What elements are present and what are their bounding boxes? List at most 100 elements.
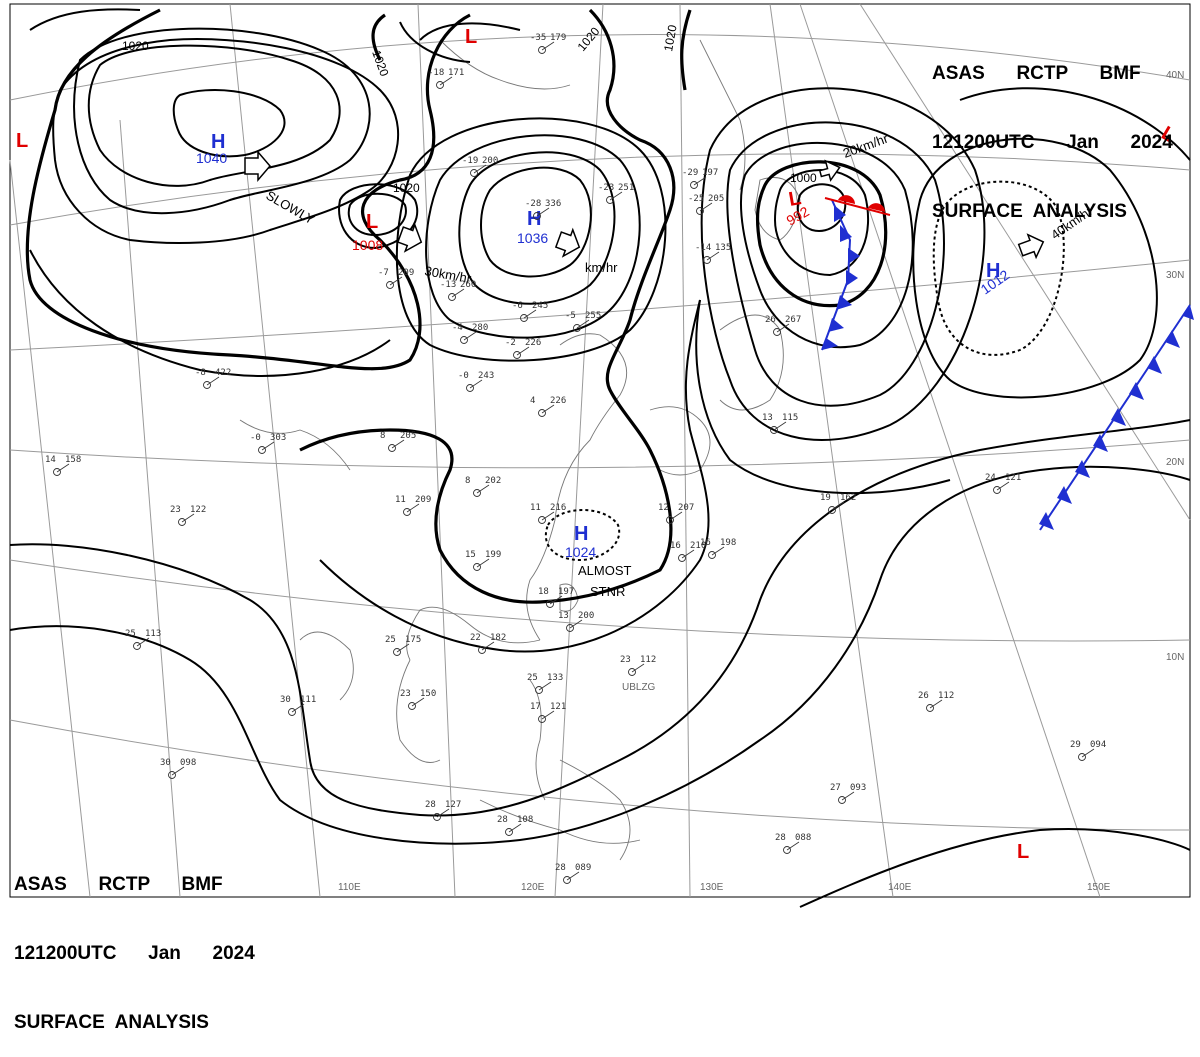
station-plot: -18 171 xyxy=(428,68,464,89)
station-pressure: 198 xyxy=(720,538,736,548)
station-pressure: 093 xyxy=(850,783,866,793)
isobar-label: 1000 xyxy=(790,171,817,185)
station-temperature: -0 xyxy=(458,371,469,381)
wind-barb-icon xyxy=(996,481,1010,491)
station-circle-icon xyxy=(53,468,61,476)
wind-barb-icon xyxy=(436,808,450,818)
wind-barb-icon xyxy=(406,503,420,513)
station-temperature: -28 xyxy=(525,199,541,209)
station-plot: 11 216 xyxy=(530,503,566,524)
station-circle-icon xyxy=(288,708,296,716)
arrow-icon xyxy=(1017,233,1045,260)
station-plot: 23 112 xyxy=(620,655,656,676)
station-plot: 23 150 xyxy=(400,689,436,710)
wind-barb-icon xyxy=(541,41,555,51)
station-circle-icon xyxy=(708,551,716,559)
station-plot: -25 205 xyxy=(688,194,724,215)
station-circle-icon xyxy=(460,336,468,344)
station-plot: 19 162 xyxy=(820,493,856,514)
wind-barb-icon xyxy=(171,766,185,776)
wind-barb-icon xyxy=(389,276,403,286)
station-pressure: 200 xyxy=(482,156,498,166)
station-pressure: 205 xyxy=(400,431,416,441)
station-pressure: 226 xyxy=(525,338,541,348)
station-circle-icon xyxy=(178,518,186,526)
latitude-label: 30N xyxy=(1166,270,1184,281)
station-temperature: 8 xyxy=(465,476,470,486)
station-temperature: 11 xyxy=(530,503,541,513)
station-plot: 14 158 xyxy=(45,455,81,476)
station-temperature: 30 xyxy=(280,695,291,705)
station-circle-icon xyxy=(566,624,574,632)
wind-barb-icon xyxy=(786,841,800,851)
station-pressure: 280 xyxy=(472,323,488,333)
station-plot: 28 108 xyxy=(497,815,533,836)
station-temperature: -2 xyxy=(505,338,516,348)
station-plot: -13 260 xyxy=(440,280,476,301)
station-temperature: 26 xyxy=(765,315,776,325)
station-circle-icon xyxy=(573,324,581,332)
isobar-label: 1020 xyxy=(122,39,149,53)
station-pressure: 216 xyxy=(550,503,566,513)
station-plot: -28 336 xyxy=(525,199,561,220)
isobar-label: 1020 xyxy=(393,181,420,195)
station-plot: -2 226 xyxy=(505,338,541,359)
station-temperature: 27 xyxy=(830,783,841,793)
motion-label: STNR xyxy=(590,584,625,599)
station-temperature: 29 xyxy=(1070,740,1081,750)
station-circle-icon xyxy=(993,486,1001,494)
map-border xyxy=(9,3,1191,898)
station-plot: 30 111 xyxy=(280,695,316,716)
station-pressure: 336 xyxy=(545,199,561,209)
station-pressure: 209 xyxy=(398,268,414,278)
station-temperature: 23 xyxy=(620,655,631,665)
station-circle-icon xyxy=(433,813,441,821)
station-temperature: 24 xyxy=(985,473,996,483)
header-line: 121200UTC Jan 2024 xyxy=(932,132,1173,153)
isobar-1020-north-east xyxy=(680,9,692,91)
wind-barb-icon xyxy=(773,421,787,431)
station-circle-icon xyxy=(386,281,394,289)
wind-barb-icon xyxy=(541,710,555,720)
station-plot: -14 135 xyxy=(695,243,731,264)
wind-barb-icon xyxy=(706,251,720,261)
station-temperature: 22 xyxy=(470,633,481,643)
station-pressure: 207 xyxy=(678,503,694,513)
longitude-label: 150E xyxy=(1087,882,1111,893)
station-circle-icon xyxy=(393,648,401,656)
station-plot: 16 210 xyxy=(670,541,706,562)
station-circle-icon xyxy=(168,771,176,779)
station-circle-icon xyxy=(513,351,521,359)
station-circle-icon xyxy=(770,426,778,434)
station-plot: -7 209 xyxy=(378,268,414,289)
station-circle-icon xyxy=(690,181,698,189)
station-circle-icon xyxy=(926,704,934,712)
station-pressure: 094 xyxy=(1090,740,1106,750)
station-pressure: 113 xyxy=(145,629,161,639)
station-circle-icon xyxy=(678,554,686,562)
wind-barb-icon xyxy=(396,643,410,653)
station-plot: 25 133 xyxy=(527,673,563,694)
station-plot: 23 122 xyxy=(170,505,206,526)
station-pressure: 121 xyxy=(1005,473,1021,483)
station-plot: 29 094 xyxy=(1070,740,1106,761)
low-pressure-symbol: L xyxy=(16,130,28,152)
station-circle-icon xyxy=(1078,753,1086,761)
wind-barb-icon xyxy=(411,697,425,707)
motion-label: ALMOST xyxy=(578,563,632,578)
header-line: ASAS RCTP BMF xyxy=(932,63,1141,84)
station-pressure: 197 xyxy=(558,587,574,597)
station-circle-icon xyxy=(773,328,781,336)
station-temperature: 23 xyxy=(400,689,411,699)
meridian-lines xyxy=(9,3,1191,898)
wind-barb-icon xyxy=(516,346,530,356)
station-pressure: 088 xyxy=(795,833,811,843)
header-line: SURFACE ANALYSIS xyxy=(932,201,1127,222)
station-pressure: 112 xyxy=(640,655,656,665)
station-plot: 15 199 xyxy=(465,550,501,571)
wind-barb-icon xyxy=(481,641,495,651)
station-plot: -0 243 xyxy=(458,371,494,392)
station-plot: 11 209 xyxy=(395,495,431,516)
station-plot: 16 198 xyxy=(700,538,736,559)
wind-barb-icon xyxy=(523,309,537,319)
